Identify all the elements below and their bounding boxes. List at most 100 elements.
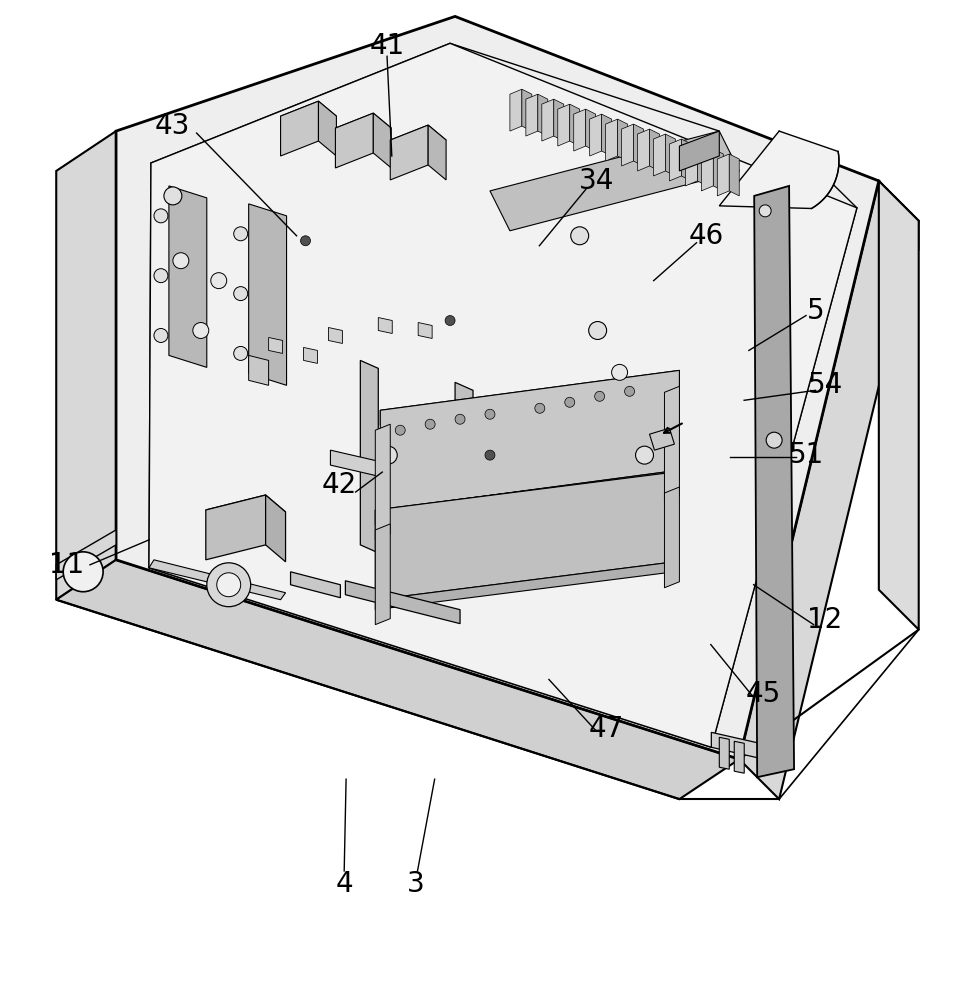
Polygon shape [879, 181, 919, 251]
Polygon shape [570, 104, 580, 146]
Polygon shape [290, 572, 340, 598]
Polygon shape [711, 732, 764, 759]
Text: 5: 5 [807, 297, 824, 325]
Polygon shape [56, 131, 117, 600]
Polygon shape [117, 16, 879, 759]
Polygon shape [360, 360, 378, 553]
Text: 54: 54 [807, 371, 842, 399]
Circle shape [211, 273, 226, 289]
Polygon shape [318, 101, 336, 156]
Polygon shape [248, 355, 268, 385]
Polygon shape [653, 134, 666, 176]
Polygon shape [879, 181, 919, 630]
Circle shape [635, 446, 653, 464]
Polygon shape [665, 487, 679, 588]
Polygon shape [380, 370, 679, 510]
Text: 45: 45 [746, 680, 781, 708]
Polygon shape [330, 450, 460, 495]
Circle shape [63, 552, 103, 592]
Polygon shape [428, 125, 446, 180]
Circle shape [207, 563, 250, 607]
Polygon shape [734, 741, 744, 773]
Polygon shape [719, 131, 838, 208]
Polygon shape [538, 94, 548, 136]
Circle shape [485, 450, 495, 460]
Polygon shape [149, 43, 857, 747]
Polygon shape [665, 386, 679, 502]
Circle shape [234, 346, 247, 360]
Text: 12: 12 [807, 606, 842, 634]
Circle shape [234, 227, 247, 241]
Polygon shape [329, 328, 343, 343]
Polygon shape [375, 524, 391, 625]
Text: 3: 3 [407, 870, 424, 898]
Polygon shape [697, 144, 708, 186]
Polygon shape [649, 428, 674, 450]
Circle shape [588, 322, 606, 339]
Circle shape [425, 419, 435, 429]
Polygon shape [375, 424, 391, 540]
Polygon shape [618, 119, 627, 161]
Polygon shape [682, 139, 691, 181]
Text: 46: 46 [689, 222, 724, 250]
Polygon shape [373, 113, 392, 168]
Circle shape [625, 386, 634, 396]
Polygon shape [669, 139, 682, 181]
Circle shape [535, 403, 544, 413]
Polygon shape [418, 323, 432, 338]
Polygon shape [56, 530, 117, 580]
Polygon shape [149, 560, 286, 600]
Circle shape [301, 236, 310, 246]
Polygon shape [602, 114, 611, 156]
Polygon shape [589, 114, 602, 156]
Polygon shape [248, 204, 286, 385]
Polygon shape [281, 101, 318, 156]
Polygon shape [666, 134, 675, 176]
Circle shape [485, 409, 495, 419]
Polygon shape [268, 337, 283, 353]
Polygon shape [585, 109, 596, 151]
Polygon shape [739, 181, 919, 799]
Polygon shape [686, 144, 697, 186]
Polygon shape [205, 495, 265, 560]
Circle shape [154, 329, 168, 342]
Text: 34: 34 [579, 167, 614, 195]
Polygon shape [554, 99, 563, 141]
Circle shape [234, 287, 247, 301]
Polygon shape [638, 129, 649, 171]
Text: 4: 4 [335, 870, 353, 898]
Polygon shape [375, 472, 674, 525]
Polygon shape [346, 581, 460, 624]
Polygon shape [730, 154, 739, 196]
Polygon shape [558, 104, 570, 146]
Circle shape [445, 316, 456, 326]
Circle shape [595, 391, 605, 401]
Circle shape [173, 253, 189, 269]
Polygon shape [380, 370, 679, 425]
Circle shape [193, 323, 209, 338]
Polygon shape [391, 125, 446, 155]
Polygon shape [265, 495, 286, 562]
Polygon shape [456, 382, 473, 575]
Text: 51: 51 [789, 441, 823, 469]
Circle shape [379, 446, 397, 464]
Circle shape [154, 209, 168, 223]
Polygon shape [521, 89, 532, 131]
Polygon shape [574, 109, 585, 151]
Circle shape [611, 364, 627, 380]
Circle shape [164, 187, 181, 205]
Polygon shape [281, 101, 336, 131]
Circle shape [571, 227, 588, 245]
Polygon shape [304, 347, 317, 363]
Polygon shape [169, 186, 207, 367]
Polygon shape [717, 154, 730, 196]
Polygon shape [633, 124, 644, 166]
Polygon shape [375, 562, 674, 610]
Text: 47: 47 [588, 715, 624, 743]
Circle shape [217, 573, 241, 597]
Circle shape [154, 269, 168, 283]
Polygon shape [335, 113, 373, 168]
Polygon shape [622, 124, 633, 166]
Circle shape [456, 414, 465, 424]
Polygon shape [541, 99, 554, 141]
